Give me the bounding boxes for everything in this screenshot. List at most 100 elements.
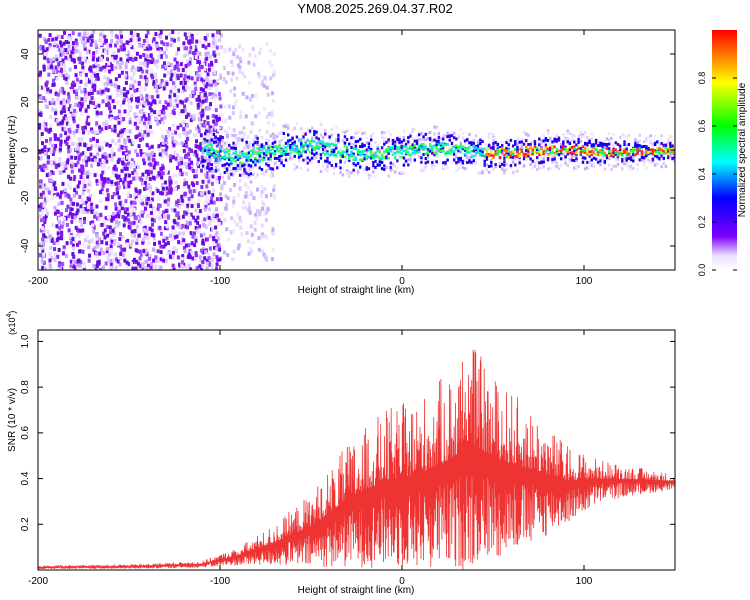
heatmap-cell	[295, 122, 299, 126]
heatmap-cell	[144, 34, 148, 39]
heatmap-cell	[189, 231, 193, 236]
heatmap-cell	[126, 192, 130, 197]
heatmap-cell	[577, 140, 580, 144]
heatmap-cell	[204, 51, 208, 56]
heatmap-cell	[369, 174, 373, 178]
heatmap-cell	[116, 100, 120, 105]
heatmap-cell	[110, 63, 114, 68]
heatmap-cell	[81, 191, 85, 196]
heatmap-cell	[439, 142, 443, 145]
heatmap-cell	[387, 138, 390, 142]
heatmap-cell	[601, 159, 604, 163]
heatmap-cell	[638, 144, 641, 148]
heatmap-cell	[108, 114, 112, 119]
heatmap-cell	[533, 142, 537, 146]
heatmap-cell	[601, 152, 604, 155]
heatmap-cell	[156, 146, 160, 151]
heatmap-cell	[511, 160, 515, 164]
heatmap-cell	[100, 173, 104, 178]
heatmap-cell	[262, 106, 266, 111]
heatmap-cell	[592, 162, 596, 166]
heatmap-cell	[420, 152, 423, 156]
heatmap-cell	[168, 94, 172, 99]
heatmap-cell	[409, 147, 412, 151]
heatmap-cell	[212, 37, 216, 42]
heatmap-cell	[459, 147, 462, 151]
heatmap-cell	[472, 160, 476, 164]
heatmap-cell	[243, 182, 247, 187]
heatmap-cell	[503, 158, 506, 162]
heatmap-cell	[118, 65, 122, 70]
heatmap-cell	[96, 72, 100, 77]
heatmap-cell	[186, 255, 190, 260]
heatmap-cell	[46, 187, 50, 192]
heatmap-cell	[326, 159, 329, 163]
heatmap-cell	[64, 188, 68, 193]
heatmap-cell	[122, 117, 126, 122]
heatmap-cell	[603, 151, 607, 155]
heatmap-cell	[223, 163, 227, 167]
heatmap-cell	[205, 96, 209, 101]
heatmap-cell	[343, 144, 347, 148]
heatmap-cell	[352, 143, 355, 147]
heatmap-cell	[138, 176, 142, 181]
heatmap-cell	[52, 78, 56, 83]
heatmap-cell	[88, 118, 92, 123]
heatmap-cell	[276, 147, 279, 151]
heatmap-cell	[404, 151, 408, 155]
heatmap-cell	[230, 160, 233, 164]
heatmap-cell	[121, 157, 125, 162]
heatmap-cell	[196, 102, 200, 107]
heatmap-cell	[535, 146, 539, 150]
heatmap-cell	[126, 181, 130, 186]
heatmap-cell	[466, 167, 469, 171]
heatmap-cell	[411, 151, 414, 155]
heatmap-cell	[51, 170, 55, 175]
heatmap-cell	[83, 56, 87, 61]
heatmap-cell	[100, 176, 104, 181]
heatmap-cell	[664, 146, 668, 150]
heatmap-cell	[100, 187, 104, 192]
heatmap-cell	[284, 146, 288, 149]
heatmap-cell	[254, 93, 258, 98]
heatmap-cell	[106, 57, 110, 62]
heatmap-cell	[208, 148, 211, 152]
heatmap-cell	[656, 147, 659, 150]
heatmap-cell	[623, 143, 626, 147]
heatmap-cell	[476, 141, 480, 145]
heatmap-cell	[636, 167, 639, 171]
heatmap-cell	[522, 157, 526, 161]
heatmap-cell	[614, 152, 617, 156]
heatmap-cell	[612, 144, 615, 148]
heatmap-cell	[575, 154, 578, 158]
heatmap-cell	[433, 159, 436, 163]
heatmap-cell	[134, 189, 138, 194]
heatmap-cell	[525, 139, 528, 143]
heatmap-cell	[243, 161, 247, 166]
heatmap-cell	[263, 234, 267, 239]
heatmap-cell	[43, 151, 47, 156]
heatmap-cell	[51, 151, 55, 156]
heatmap-cell	[522, 155, 526, 158]
heatmap-cell	[272, 187, 276, 192]
heatmap-cell	[212, 128, 216, 133]
heatmap-cell	[374, 140, 377, 144]
heatmap-cell	[57, 163, 61, 168]
heatmap-cell	[341, 154, 344, 158]
heatmap-cell	[590, 147, 593, 150]
heatmap-cell	[476, 144, 480, 148]
heatmap-cell	[45, 80, 49, 85]
heatmap-cell	[114, 167, 118, 172]
heatmap-cell	[39, 207, 43, 212]
heatmap-cell	[89, 65, 93, 70]
heatmap-cell	[455, 148, 458, 151]
heatmap-cell	[210, 131, 213, 135]
heatmap-cell	[653, 142, 657, 146]
heatmap-cell	[459, 144, 462, 147]
heatmap-cell	[77, 136, 81, 141]
heatmap-cell	[231, 63, 235, 68]
heatmap-cell	[566, 129, 569, 133]
heatmap-cell	[101, 154, 105, 159]
heatmap-cell	[139, 116, 143, 121]
heatmap-cell	[126, 212, 130, 217]
